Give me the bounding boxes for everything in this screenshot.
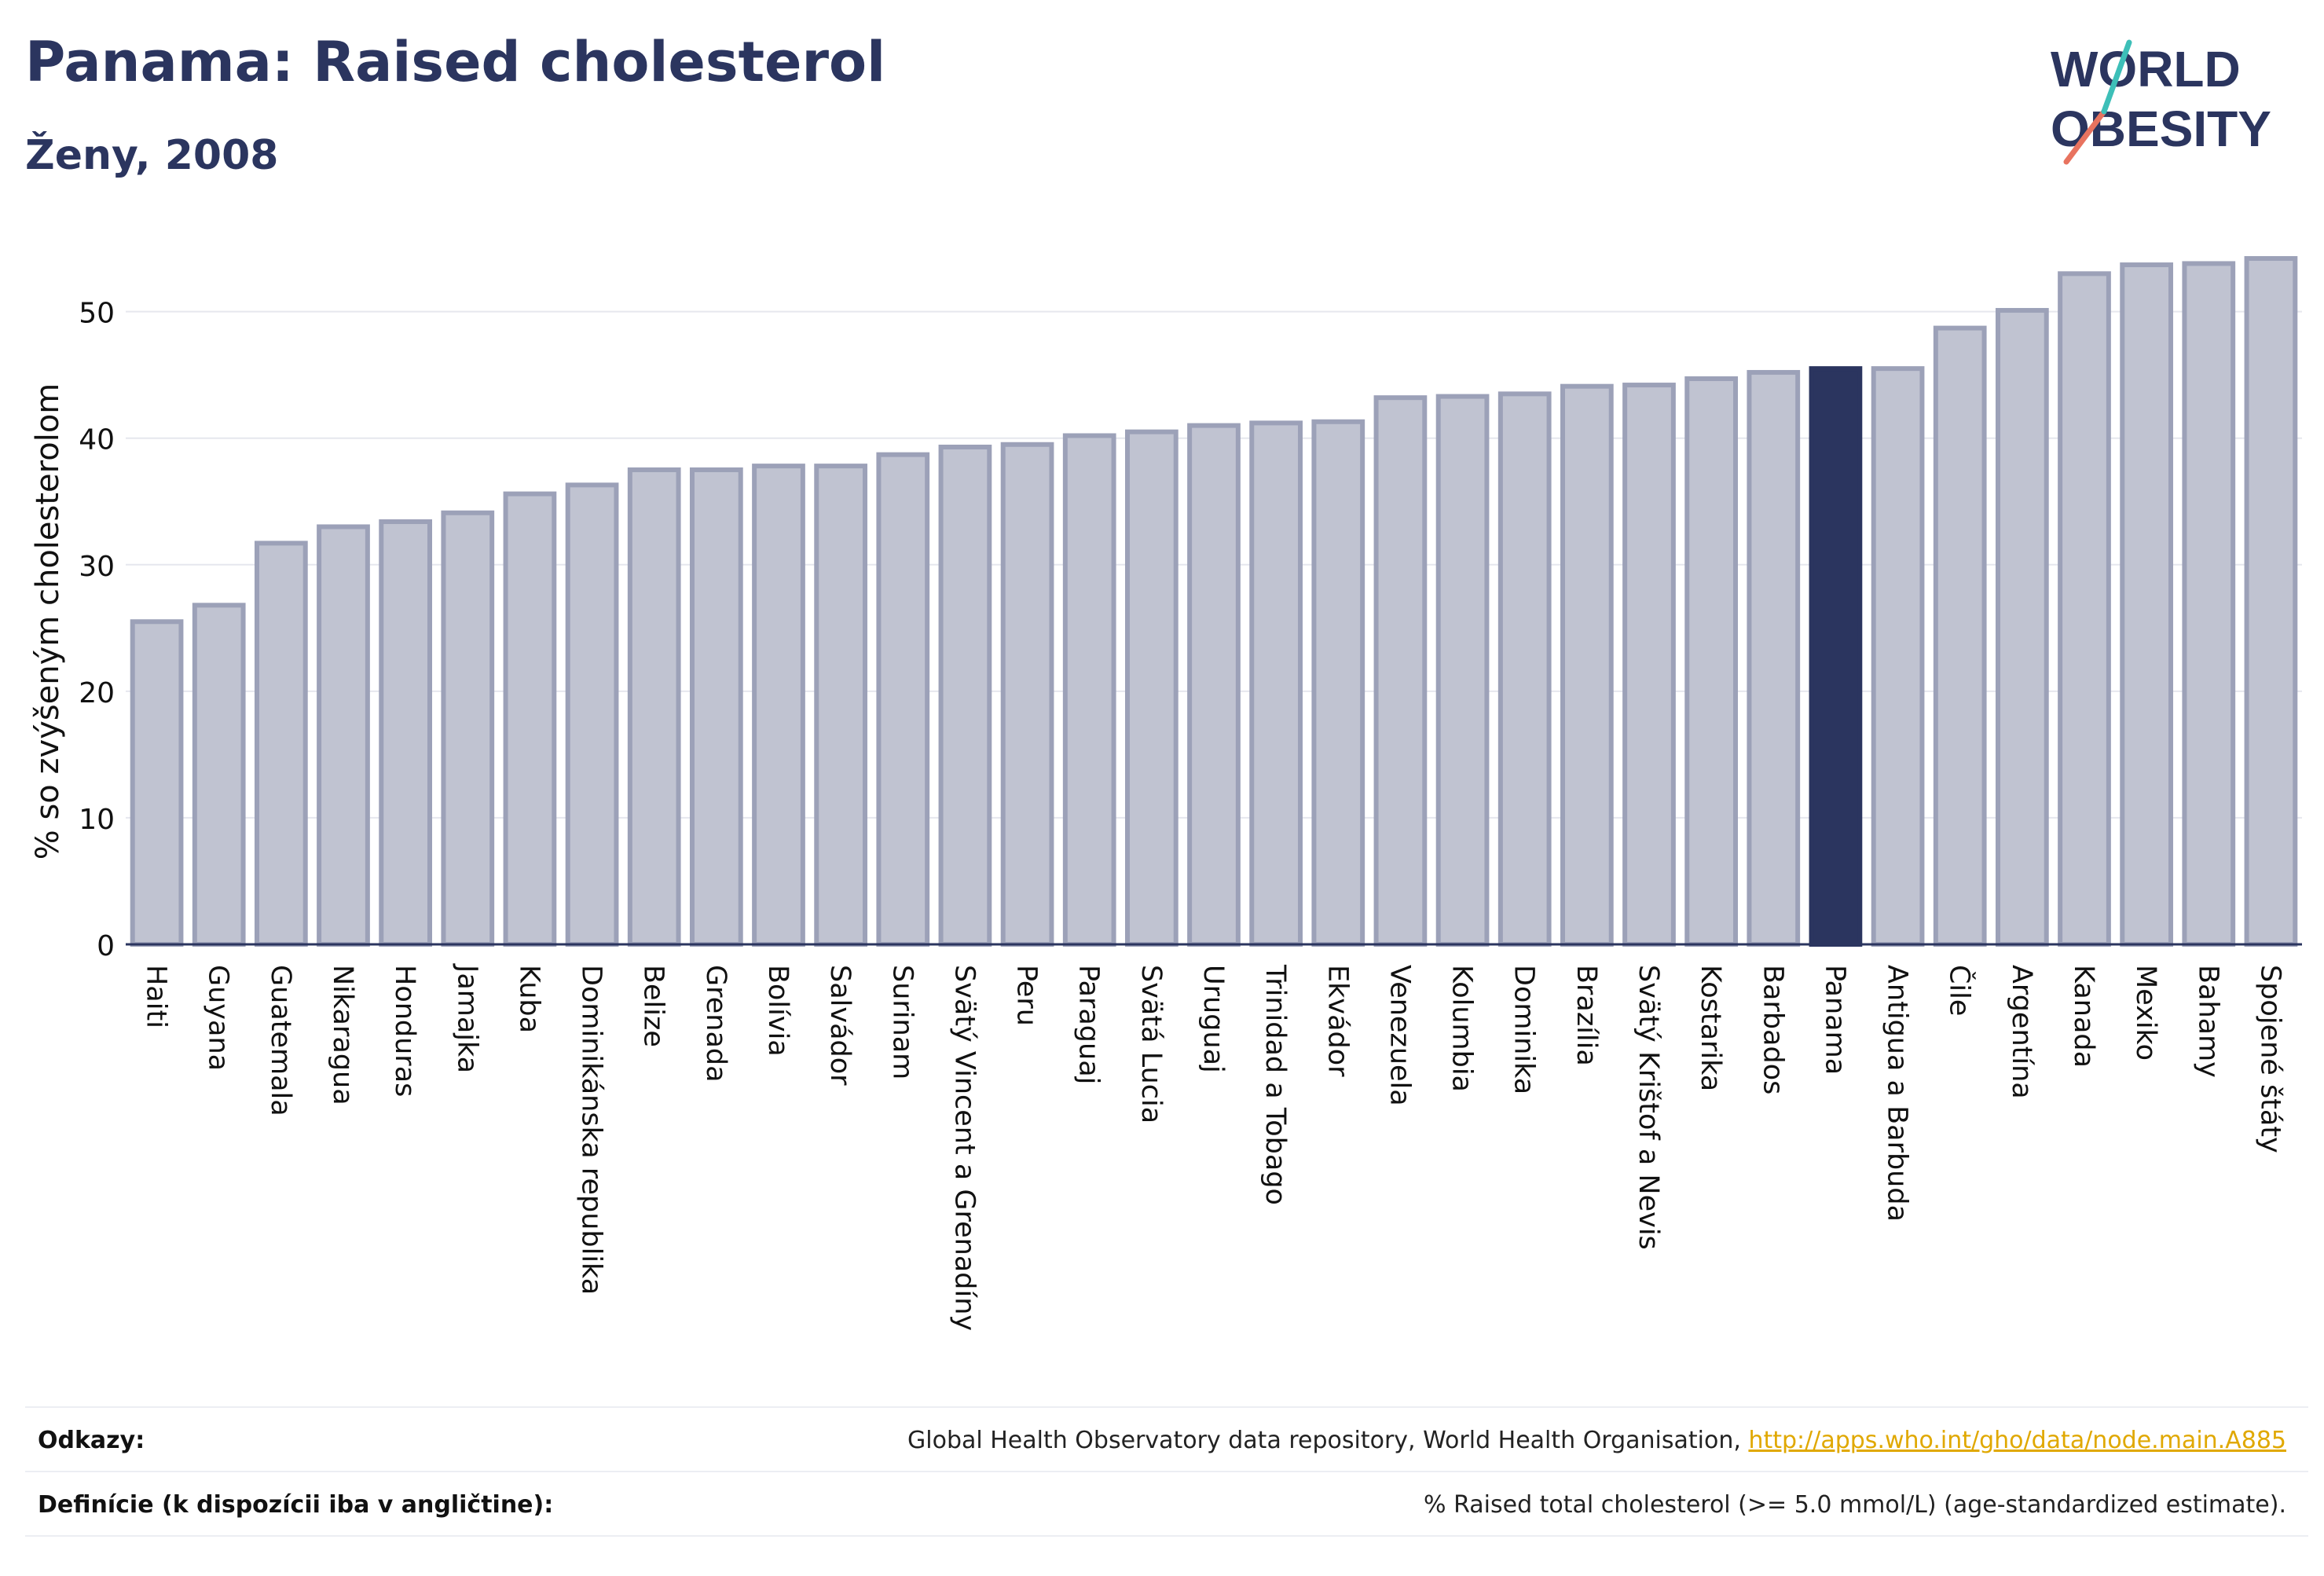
bar-venezuela (1373, 395, 1428, 947)
x-tick-label: Svätý Krištof a Nevis (1633, 965, 1664, 1250)
x-tick-label: Trinidad a Tobago (1259, 964, 1291, 1205)
sources-link[interactable]: http://apps.who.int/gho/data/node.main.A… (1748, 1427, 2286, 1454)
x-tick-label: Haiti (141, 965, 172, 1028)
bar-spojené-štáty (2244, 255, 2298, 947)
sources-text: Global Health Observatory data repositor… (907, 1427, 1749, 1454)
x-tick-label: Brazília (1571, 965, 1602, 1066)
x-tick-label: Svätá Lucia (1135, 965, 1167, 1123)
sources-value: Global Health Observatory data repositor… (907, 1427, 2286, 1454)
world-obesity-logo: WORLD OBESITY (2051, 39, 2271, 165)
bar-bahamy (2182, 261, 2236, 947)
y-tick-labels: 0 10 20 30 40 50 (79, 298, 115, 962)
bar-argentína (1995, 308, 2049, 947)
definitions-label: Definície (k dispozícii iba v angličtine… (38, 1491, 554, 1519)
x-tick-label: Barbados (1757, 965, 1788, 1094)
x-tick-label: Spojené štáty (2254, 965, 2286, 1153)
y-tick-label: 20 (79, 677, 115, 709)
y-tick-label: 0 (97, 930, 115, 962)
x-tick-label: Peru (1011, 965, 1043, 1026)
bar-čile (1933, 325, 1987, 947)
chart-subtitle: Ženy, 2008 (25, 132, 279, 179)
x-tick-label: Belize (638, 965, 669, 1047)
bar-kostarika (1684, 376, 1739, 947)
x-tick-label: Nikaragua (327, 965, 358, 1105)
bar-nikaragua (317, 524, 370, 947)
x-tick-label: Ekvádor (1321, 965, 1353, 1077)
x-tick-label: Kuba (513, 965, 544, 1033)
x-tick-label: Guatemala (265, 965, 296, 1116)
x-tick-label: Bolívia (762, 965, 794, 1057)
y-tick-label: 50 (79, 298, 115, 330)
bar-grenada (689, 467, 743, 947)
bar-honduras (379, 519, 433, 947)
bar-trinidad-a-tobago (1249, 420, 1303, 947)
x-tick-label: Paraguaj (1073, 965, 1105, 1084)
bar-paraguaj (1062, 433, 1116, 947)
x-tick-label: Panama (1819, 965, 1850, 1075)
chart-title: Panama: Raised cholesterol (25, 30, 886, 94)
x-tick-label: Surinam (886, 965, 918, 1079)
bar-kolumbia (1435, 394, 1490, 947)
bars (130, 255, 2298, 947)
logo-line2: OBESITY (2051, 101, 2271, 157)
bar-jamajka (441, 510, 495, 947)
x-tick-label: Guyana (203, 965, 234, 1071)
footer-divider-bottom (25, 1535, 2308, 1537)
bar-barbados (1747, 369, 1801, 947)
x-tick-label: Kanada (2068, 965, 2099, 1068)
x-tick-label: Salvádor (824, 965, 856, 1086)
x-tick-label: Antigua a Barbuda (1882, 965, 1913, 1222)
bar-uruguaj (1187, 423, 1241, 947)
sources-label: Odkazy: (38, 1427, 145, 1454)
bar-salvádor (814, 464, 868, 947)
bar-chart: 0 10 20 30 40 50 Haiti Guyana Guatemala Nikaragu… (30, 255, 2302, 1331)
x-tick-label: Kostarika (1695, 965, 1726, 1091)
x-tick-label: Jamajka (451, 963, 482, 1073)
x-tick-label: Svätý Vincent a Grenadíny (948, 965, 980, 1331)
bar-surinam (876, 452, 930, 947)
bar-kanada (2058, 271, 2111, 947)
bar-svätý-vincent-a-grenadíny (938, 444, 992, 947)
bar-haiti (130, 619, 184, 947)
x-tick-label: Honduras (389, 965, 420, 1097)
footer-divider-top (25, 1406, 2308, 1408)
x-tick-label: Dominika (1508, 965, 1540, 1094)
definitions-value: % Raised total cholesterol (>= 5.0 mmol/… (1424, 1491, 2286, 1519)
logo-slash-teal (2101, 39, 2132, 115)
bar-antigua-a-barbuda (1871, 366, 1925, 947)
x-tick-label: Argentína (2006, 965, 2037, 1099)
bar-kuba (503, 491, 557, 947)
bar-svätá-lucia (1124, 429, 1178, 947)
x-tick-label: Bahamy (2192, 965, 2223, 1078)
logo-slash-red (2063, 108, 2107, 165)
y-tick-label: 40 (79, 424, 115, 456)
footer-divider-mid (25, 1471, 2308, 1472)
bar-bolívia (752, 464, 805, 947)
y-axis-label: % so zvýšeným cholesterolom (30, 383, 66, 860)
x-tick-label: Kolumbia (1446, 965, 1478, 1092)
bar-brazília (1560, 383, 1614, 947)
bar-dominikánska-republika (565, 482, 619, 947)
x-tick-labels: Haiti Guyana Guatemala Nikaragua Honduras Jam… (141, 963, 2286, 1331)
bar-peru (1000, 442, 1054, 947)
x-tick-label: Mexiko (2130, 965, 2161, 1061)
logo-line1: WORLD (2051, 41, 2241, 97)
x-tick-label: Grenada (700, 965, 731, 1083)
bar-panama (1809, 366, 1863, 947)
x-tick-label: Uruguaj (1197, 965, 1229, 1073)
bar-ekvádor (1311, 419, 1365, 947)
y-tick-label: 10 (79, 804, 115, 836)
bar-svätý-krištof-a-nevis (1622, 383, 1676, 947)
y-tick-label: 30 (79, 551, 115, 583)
bar-dominika (1497, 391, 1552, 947)
x-tick-label: Venezuela (1384, 965, 1415, 1106)
bar-belize (627, 467, 681, 947)
bar-guatemala (254, 541, 308, 947)
x-tick-label: Dominikánska republika (576, 965, 607, 1295)
bar-mexiko (2120, 262, 2174, 947)
x-tick-label: Čile (1944, 965, 1977, 1016)
bar-guyana (192, 603, 246, 947)
